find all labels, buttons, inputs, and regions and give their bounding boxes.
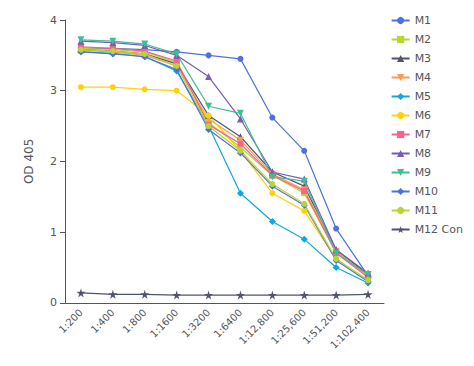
- svg-text:1:6400: 1:6400: [211, 306, 245, 340]
- svg-text:1:3200: 1:3200: [180, 307, 213, 340]
- svg-text:1:102,400: 1:102,400: [328, 307, 372, 351]
- svg-text:1:400: 1:400: [89, 307, 117, 335]
- svg-text:M12 Con: M12 Con: [415, 223, 463, 236]
- svg-text:M10: M10: [415, 185, 439, 198]
- svg-text:1:800: 1:800: [121, 307, 149, 335]
- svg-text:1: 1: [50, 226, 57, 239]
- svg-text:M9: M9: [415, 166, 432, 179]
- svg-text:M3: M3: [415, 52, 432, 65]
- svg-text:OD 405: OD 405: [22, 139, 36, 184]
- svg-text:1:200: 1:200: [57, 307, 85, 335]
- svg-text:1:1600: 1:1600: [148, 307, 181, 340]
- svg-text:M8: M8: [415, 147, 432, 160]
- svg-text:M1: M1: [415, 14, 432, 27]
- svg-text:M7: M7: [415, 128, 432, 141]
- svg-text:1:12,800: 1:12,800: [236, 306, 277, 347]
- svg-text:M2: M2: [415, 33, 432, 46]
- svg-text:M6: M6: [415, 109, 432, 122]
- svg-text:4: 4: [50, 14, 57, 27]
- svg-text:1:51,200: 1:51,200: [300, 306, 340, 347]
- svg-text:1:25,600: 1:25,600: [268, 306, 309, 347]
- svg-text:0: 0: [50, 296, 57, 309]
- svg-text:2: 2: [50, 155, 57, 168]
- svg-text:M11: M11: [415, 204, 439, 217]
- svg-text:M4: M4: [415, 71, 432, 84]
- svg-text:M5: M5: [415, 90, 432, 103]
- svg-text:3: 3: [50, 84, 57, 97]
